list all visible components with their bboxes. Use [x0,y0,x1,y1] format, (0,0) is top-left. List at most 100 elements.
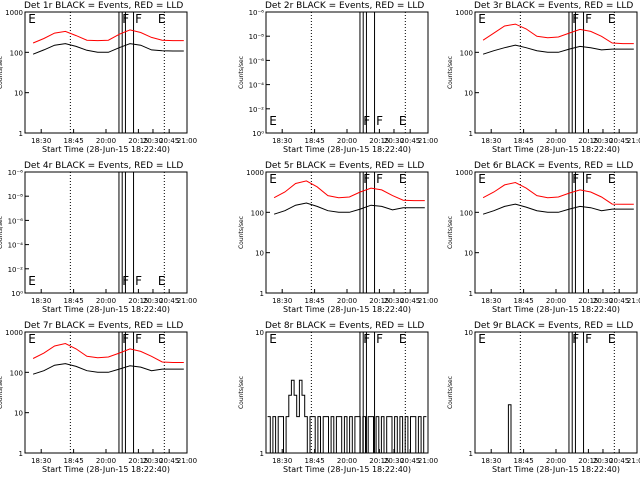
series-line [482,44,634,55]
y-tick-label: 1 [260,450,264,458]
x-tick-label: 20:30 [593,297,613,305]
y-tick-label: 100 [10,369,23,377]
x-tick-label: 20:45 [159,457,179,465]
x-tick-label: 21:00 [418,137,438,145]
y-tick-label: 10⁻⁸ [8,193,24,201]
flag-letter: E [608,12,616,26]
plot-frame [24,331,188,454]
x-axis-label: Start Time (28-Jun-15 18:22:40) [492,305,620,314]
x-tick-label: 20:15 [369,137,389,145]
flag-letter: E [399,332,407,346]
flag-letter: F [135,274,142,288]
flag-letter: F [376,172,383,186]
plot-frame [265,171,429,294]
y-axis-label: Counts/sec [238,216,245,249]
panel-title: Det 6r BLACK = Events, RED = LLD [474,161,633,171]
y-tick-label: 1000 [246,169,264,177]
x-tick-label: 18:30 [481,297,501,305]
y-tick-label: 100 [460,209,473,217]
series-line [32,363,184,375]
flag-letter: E [608,172,616,186]
x-tick-label: 20:45 [159,137,179,145]
y-tick-label: 10⁻⁶ [8,217,24,225]
y-tick-label: 10⁻² [8,266,24,274]
plot-frame [474,331,638,454]
x-tick-label: 18:30 [481,137,501,145]
series-line [32,29,184,44]
flag-letter: F [585,12,592,26]
x-tick-label: 20:45 [609,137,629,145]
panel-title: Det 5r BLACK = Events, RED = LLD [265,161,424,171]
x-tick-label: 20:15 [369,297,389,305]
y-axis-label: Counts/sec [447,56,454,89]
x-tick-label: 21:00 [627,137,640,145]
series-line [267,379,427,454]
flag-letter: F [135,332,142,346]
x-tick-label: 18:30 [31,137,51,145]
x-tick-label: 20:00 [337,137,357,145]
x-tick-label: 20:30 [593,457,613,465]
x-tick-label: 18:45 [64,137,84,145]
flag-letter: E [478,332,486,346]
flag-letter: E [608,332,616,346]
plot-frame [24,11,188,134]
x-tick-label: 18:30 [272,137,292,145]
y-tick-label: 100 [10,49,23,57]
x-tick-label: 20:15 [128,297,148,305]
x-axis-label: Start Time (28-Jun-15 18:22:40) [42,465,170,474]
flag-letter: F [572,332,579,346]
x-tick-label: 20:30 [143,297,163,305]
x-tick-label: 18:45 [514,457,534,465]
plot-frame [474,171,638,294]
x-tick-label: 20:00 [96,137,116,145]
flag-letter: E [158,332,166,346]
series-line [482,23,634,45]
x-tick-label: 20:30 [593,137,613,145]
panel-title: Det 7r BLACK = Events, RED = LLD [24,321,183,331]
x-axis-label: Start Time (28-Jun-15 18:22:40) [283,305,411,314]
flag-letter: E [28,12,36,26]
panel-4: Det 4r BLACK = Events, RED = LLD E F F E 10⁰ 1… [0,161,197,314]
x-axis-label: Start Time (28-Jun-15 18:22:40) [283,465,411,474]
flag-letter: E [158,274,166,288]
panel-title: Det 2r BLACK = Events, RED = LLD [265,1,424,11]
x-tick-label: 18:30 [31,457,51,465]
x-tick-label: 21:00 [418,297,438,305]
series-line [476,404,636,454]
x-tick-label: 20:00 [546,137,566,145]
series-line [482,181,634,205]
x-tick-label: 18:45 [305,457,325,465]
flag-letter: F [363,114,370,128]
flag-letter: F [572,172,579,186]
panel-2: Det 2r BLACK = Events, RED = LLD E F F E 10⁰ 1… [238,1,438,154]
y-tick-label: 1 [469,130,473,138]
y-tick-label: 10⁻⁶ [249,57,265,65]
x-tick-label: 18:45 [514,297,534,305]
flag-letter: F [363,332,370,346]
y-tick-label: 10 [255,329,264,337]
flag-letter: E [399,172,407,186]
x-tick-label: 20:00 [546,297,566,305]
y-tick-label: 10⁰ [252,130,264,138]
y-tick-label: 10 [464,250,473,258]
x-tick-label: 18:30 [272,457,292,465]
x-tick-label: 20:45 [400,457,420,465]
x-tick-label: 20:15 [578,137,598,145]
flag-letter: F [122,274,129,288]
y-tick-label: 1 [469,450,473,458]
x-tick-label: 21:00 [177,297,197,305]
flag-letter: F [376,332,383,346]
y-tick-label: 100 [460,49,473,57]
y-tick-label: 10 [14,90,23,98]
x-tick-label: 20:00 [96,297,116,305]
flag-letter: E [269,172,277,186]
x-tick-label: 21:00 [177,457,197,465]
y-tick-label: 10⁻² [249,106,265,114]
x-tick-label: 20:30 [384,297,404,305]
flag-letter: F [363,172,370,186]
y-tick-label: 10⁻⁸ [249,33,265,41]
